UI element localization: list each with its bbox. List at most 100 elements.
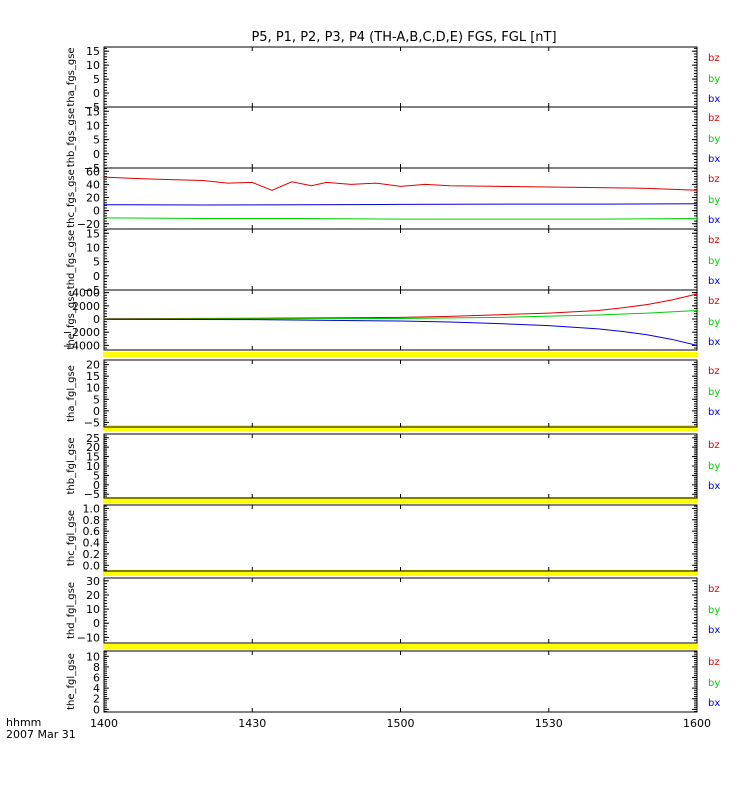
y-tick-label: 15 <box>86 105 100 118</box>
panel-frame <box>103 577 698 644</box>
y-tick-label: 10 <box>86 382 100 395</box>
y-tick-label: 0.0 <box>83 559 101 572</box>
y-axis-label: thd_fgs_gse <box>66 230 77 289</box>
panel-frame <box>103 167 698 230</box>
data-gap-band <box>103 570 698 576</box>
legend-bz: bz <box>708 296 720 307</box>
y-tick-label: 10 <box>86 603 100 616</box>
legend-by: by <box>708 74 720 85</box>
legend-by: by <box>708 134 720 145</box>
y-tick-label: 0 <box>93 479 100 492</box>
legend-bx: bx <box>708 94 720 105</box>
legend-by: by <box>708 387 720 398</box>
legend-bz: bz <box>708 584 720 595</box>
legend-bz: bz <box>708 113 720 124</box>
x-tick-label: 1530 <box>535 717 563 730</box>
data-gap-band <box>103 352 698 357</box>
legend-by: by <box>708 461 720 472</box>
legend-bx: bx <box>708 215 720 226</box>
legend-bx: bx <box>708 625 720 636</box>
y-tick-label: 0 <box>93 313 100 326</box>
y-tick-label: −10 <box>77 631 100 644</box>
y-tick-label: 5 <box>93 393 100 406</box>
legend-bz: bz <box>708 440 720 451</box>
y-tick-label: 15 <box>86 227 100 240</box>
legend-bx: bx <box>708 698 720 709</box>
series-bz <box>103 176 698 191</box>
y-tick-label: 0.4 <box>83 537 101 550</box>
legend-by: by <box>708 195 720 206</box>
y-tick-label: 10 <box>86 460 100 473</box>
chart-title: P5, P1, P2, P3, P4 (TH-A,B,C,D,E) FGS, F… <box>251 30 556 45</box>
y-tick-label: −5 <box>84 101 100 114</box>
y-tick-label: 5 <box>93 73 100 86</box>
y-axis-label: thc_fgl_gse <box>66 510 77 566</box>
y-tick-label: 0 <box>93 405 100 418</box>
y-tick-label: 5 <box>93 469 100 482</box>
x-tick-label: 1400 <box>90 717 118 730</box>
data-gap-band <box>103 497 698 503</box>
panel-thc_fgl_gse: 0.00.20.40.60.81.0 thc_fgl_gse <box>66 502 698 572</box>
y-tick-label: 20 <box>86 359 100 372</box>
time-axis-label: hhmm <box>6 716 41 729</box>
legend-bz: bz <box>708 657 720 668</box>
y-tick-label: −2000 <box>63 326 100 339</box>
y-tick-label: 10 <box>86 241 100 254</box>
panel-frame <box>103 106 698 169</box>
y-tick-label: 20 <box>86 589 100 602</box>
data-gap-band <box>103 644 698 649</box>
y-tick-label: 0.6 <box>83 525 101 538</box>
legend-bx: bx <box>708 407 720 418</box>
legend-bz: bz <box>708 174 720 185</box>
y-tick-label: −5 <box>84 162 100 175</box>
y-tick-label: 0 <box>93 148 100 161</box>
x-tick-label: 1430 <box>238 717 266 730</box>
series-by <box>103 217 698 220</box>
legend-bx: bx <box>708 337 720 348</box>
panel-frame <box>103 650 698 713</box>
y-tick-label: 10 <box>86 59 100 72</box>
y-tick-label: −20 <box>77 218 100 231</box>
y-tick-label: 0.8 <box>83 514 101 527</box>
panel-frame <box>103 228 698 291</box>
y-tick-label: 4 <box>93 682 100 695</box>
y-tick-label: 25 <box>86 432 100 445</box>
y-axis-label: thd_fgl_gse <box>66 582 77 639</box>
x-tick-label: 1600 <box>683 717 711 730</box>
y-tick-label: 2 <box>93 693 100 706</box>
time-axis-ticks: 1400 1430 1500 1530 1600 <box>90 717 711 730</box>
y-tick-label: 10 <box>86 650 100 663</box>
y-tick-label: −5 <box>84 416 100 429</box>
legend-by: by <box>708 678 720 689</box>
y-tick-label: 5 <box>93 134 100 147</box>
legend-by: by <box>708 317 720 328</box>
y-tick-label: 15 <box>86 370 100 383</box>
y-tick-label: 0 <box>93 87 100 100</box>
y-axis-label: tha_fgs_gse <box>66 47 77 106</box>
x-tick-label: 1500 <box>387 717 415 730</box>
legend-by: by <box>708 605 720 616</box>
y-axis-label: thb_fgl_gse <box>66 438 77 495</box>
legend-by: by <box>708 256 720 267</box>
y-axis-label: the_fgl_gse <box>66 653 77 710</box>
panel-frame <box>103 433 698 499</box>
y-tick-label: 40 <box>86 178 100 191</box>
y-tick-label: 15 <box>86 451 100 464</box>
legend-bx: bx <box>708 276 720 287</box>
y-tick-label: 30 <box>86 575 100 588</box>
panel-frame <box>103 46 698 108</box>
y-tick-label: 4000 <box>72 287 100 300</box>
legend-bz: bz <box>708 53 720 64</box>
y-tick-label: 2000 <box>72 300 100 313</box>
y-tick-label: 1.0 <box>83 502 101 515</box>
